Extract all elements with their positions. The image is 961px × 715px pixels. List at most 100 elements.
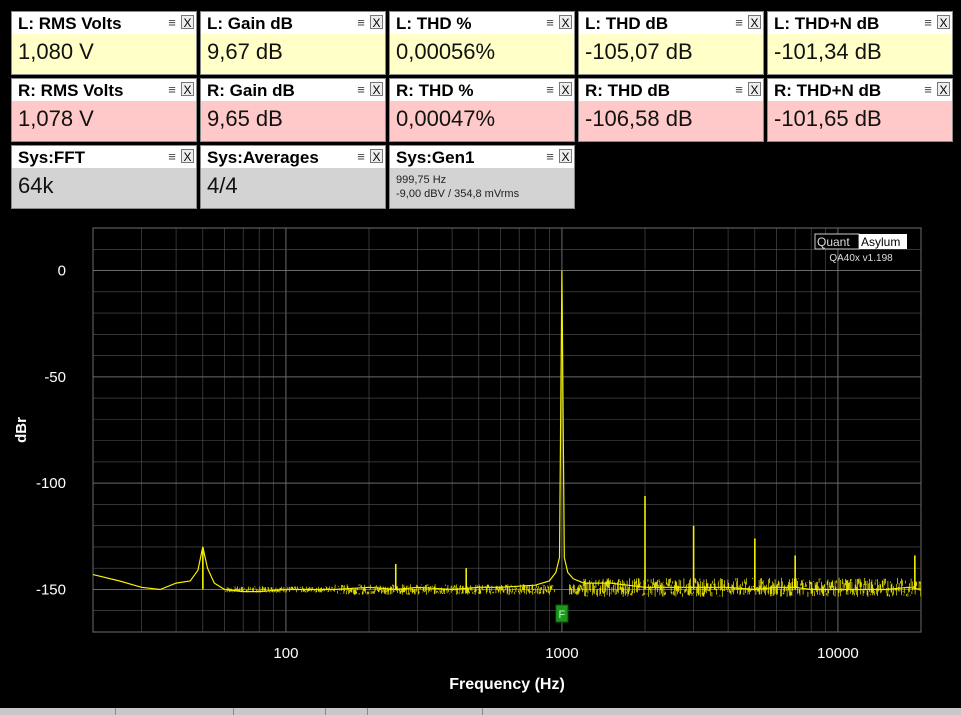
menu-icon[interactable]: ≡ bbox=[546, 149, 554, 164]
x-tick-label: 1000 bbox=[545, 645, 578, 662]
tile-title: Sys:FFT bbox=[18, 148, 86, 167]
strip-tab[interactable] bbox=[233, 708, 326, 715]
measurement-tile[interactable]: Sys:Averages ≡ X 4/4 bbox=[200, 145, 386, 209]
strip-tab[interactable] bbox=[115, 708, 234, 715]
plot-area bbox=[92, 227, 922, 633]
close-icon[interactable]: X bbox=[559, 82, 572, 97]
menu-icon[interactable]: ≡ bbox=[168, 149, 176, 164]
tile-value: 9,65 dB bbox=[207, 106, 283, 131]
y-tick-label: -100 bbox=[36, 475, 66, 492]
measurement-tile[interactable]: R: Gain dB ≡ X 9,65 dB bbox=[200, 78, 386, 142]
bottom-tab-strip bbox=[0, 708, 961, 715]
tile-header: L: RMS Volts ≡ X bbox=[12, 12, 196, 34]
marker-label: F bbox=[559, 609, 566, 621]
brand-logo: Quant Asylum QA40x v1.198 bbox=[814, 233, 907, 264]
y-tick-label: -50 bbox=[44, 369, 66, 386]
menu-icon[interactable]: ≡ bbox=[735, 82, 743, 97]
tile-title: L: Gain dB bbox=[207, 14, 293, 33]
measurement-tile[interactable]: Sys:Gen1 ≡ X 999,75 Hz -9,00 dBV / 354,8 mVr… bbox=[389, 145, 575, 209]
spur-lines bbox=[202, 495, 916, 590]
measurement-tile[interactable]: L: Gain dB ≡ X 9,67 dB bbox=[200, 11, 386, 75]
tile-header: L: THD+N dB ≡ X bbox=[768, 12, 952, 34]
menu-icon[interactable]: ≡ bbox=[546, 82, 554, 97]
tile-title: R: RMS Volts bbox=[18, 81, 124, 100]
tile-value: 4/4 bbox=[207, 173, 238, 198]
tile-header: Sys:Averages ≡ X bbox=[201, 146, 385, 168]
menu-icon[interactable]: ≡ bbox=[924, 82, 932, 97]
y-tick-label: -150 bbox=[36, 581, 66, 598]
close-icon[interactable]: X bbox=[181, 149, 194, 164]
tile-header: Sys:FFT ≡ X bbox=[12, 146, 196, 168]
close-icon[interactable]: X bbox=[370, 82, 383, 97]
close-icon[interactable]: X bbox=[181, 15, 194, 30]
measurement-tile[interactable]: R: THD dB ≡ X -106,58 dB bbox=[578, 78, 764, 142]
tile-value: -101,34 dB bbox=[774, 39, 882, 64]
close-icon[interactable]: X bbox=[748, 15, 761, 30]
tile-header: L: Gain dB ≡ X bbox=[201, 12, 385, 34]
noise-fuzz bbox=[224, 577, 922, 597]
tile-header: R: THD dB ≡ X bbox=[579, 79, 763, 101]
tile-header: R: Gain dB ≡ X bbox=[201, 79, 385, 101]
measurement-tile[interactable]: R: RMS Volts ≡ X 1,078 V bbox=[11, 78, 197, 142]
y-tick-label: 0 bbox=[58, 263, 66, 280]
version-label: QA40x v1.198 bbox=[829, 253, 893, 264]
tile-header: R: RMS Volts ≡ X bbox=[12, 79, 196, 101]
measurement-tile[interactable]: L: RMS Volts ≡ X 1,080 V bbox=[11, 11, 197, 75]
strip-tab[interactable] bbox=[325, 708, 368, 715]
tile-value: -101,65 dB bbox=[774, 106, 882, 131]
tile-value: 64k bbox=[18, 173, 54, 198]
close-icon[interactable]: X bbox=[937, 15, 950, 30]
menu-icon[interactable]: ≡ bbox=[735, 15, 743, 30]
tile-value: -105,07 dB bbox=[585, 39, 693, 64]
tick-labels: 100 1000 10000 0 -50 -100 -150 bbox=[36, 263, 859, 662]
y-axis-label: dBr bbox=[13, 417, 30, 443]
tile-header: L: THD % ≡ X bbox=[390, 12, 574, 34]
close-icon[interactable]: X bbox=[370, 149, 383, 164]
strip-tab[interactable] bbox=[367, 708, 483, 715]
measurement-tile[interactable]: R: THD+N dB ≡ X -101,65 dB bbox=[767, 78, 953, 142]
close-icon[interactable]: X bbox=[370, 15, 383, 30]
close-icon[interactable]: X bbox=[937, 82, 950, 97]
menu-icon[interactable]: ≡ bbox=[357, 15, 365, 30]
tile-value: -106,58 dB bbox=[585, 106, 693, 131]
tile-title: Sys:Averages bbox=[207, 148, 319, 167]
menu-icon[interactable]: ≡ bbox=[168, 82, 176, 97]
menu-icon[interactable]: ≡ bbox=[357, 149, 365, 164]
tile-title: R: THD+N dB bbox=[774, 81, 882, 100]
brand-part2: Asylum bbox=[861, 235, 900, 249]
tile-title: R: THD dB bbox=[585, 81, 670, 100]
marker-box bbox=[555, 604, 569, 623]
x-axis-label: Frequency (Hz) bbox=[449, 676, 565, 693]
frequency-marker[interactable]: F bbox=[555, 604, 569, 623]
close-icon[interactable]: X bbox=[748, 82, 761, 97]
close-icon[interactable]: X bbox=[559, 15, 572, 30]
tile-detail-line: 999,75 Hz bbox=[396, 174, 447, 186]
close-icon[interactable]: X bbox=[181, 82, 194, 97]
tile-title: R: Gain dB bbox=[207, 81, 295, 100]
menu-icon[interactable]: ≡ bbox=[924, 15, 932, 30]
strip-tab[interactable] bbox=[0, 708, 116, 715]
tile-header: R: THD % ≡ X bbox=[390, 79, 574, 101]
tile-value: 0,00056% bbox=[396, 39, 496, 64]
brand-part1: Quant bbox=[817, 235, 850, 249]
tile-title: L: THD % bbox=[396, 14, 472, 33]
noise-band bbox=[224, 577, 922, 597]
menu-icon[interactable]: ≡ bbox=[168, 15, 176, 30]
menu-icon[interactable]: ≡ bbox=[546, 15, 554, 30]
tile-title: R: THD % bbox=[396, 81, 474, 100]
measurement-tile[interactable]: R: THD % ≡ X 0,00047% bbox=[389, 78, 575, 142]
tile-header: L: THD dB ≡ X bbox=[579, 12, 763, 34]
measurement-tile[interactable]: L: THD % ≡ X 0,00056% bbox=[389, 11, 575, 75]
tile-value: 9,67 dB bbox=[207, 39, 283, 64]
tile-value: 1,078 V bbox=[18, 106, 94, 131]
measurement-tile[interactable]: L: THD+N dB ≡ X -101,34 dB bbox=[767, 11, 953, 75]
tile-title: L: THD+N dB bbox=[774, 14, 880, 33]
tile-value: 0,00047% bbox=[396, 106, 496, 131]
measurement-tile[interactable]: L: THD dB ≡ X -105,07 dB bbox=[578, 11, 764, 75]
measurement-tile[interactable]: Sys:FFT ≡ X 64k bbox=[11, 145, 197, 209]
tile-title: L: RMS Volts bbox=[18, 14, 122, 33]
menu-icon[interactable]: ≡ bbox=[357, 82, 365, 97]
close-icon[interactable]: X bbox=[559, 149, 572, 164]
tile-header: R: THD+N dB ≡ X bbox=[768, 79, 952, 101]
